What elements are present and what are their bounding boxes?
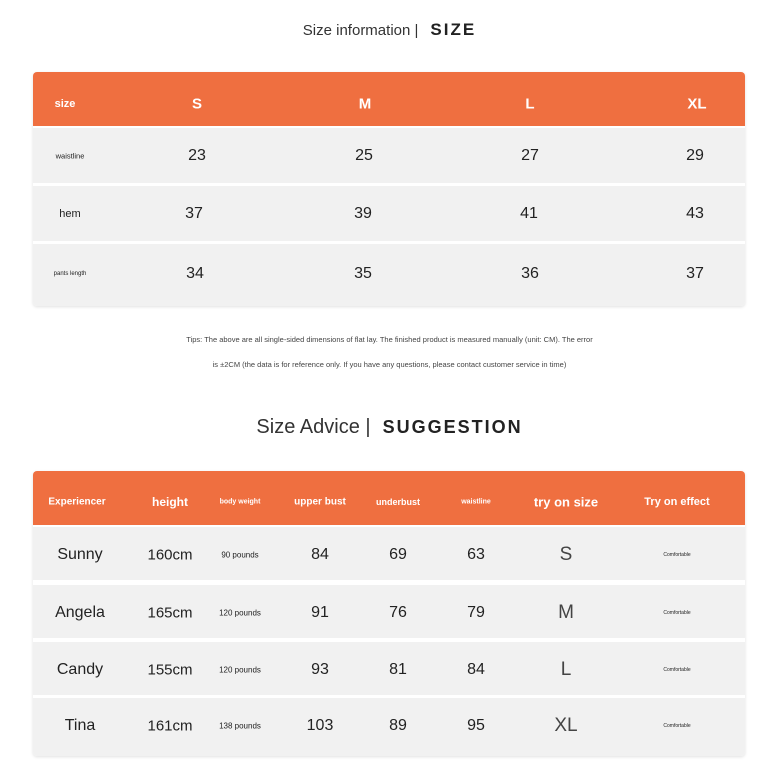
- table-row: Tina 161cm 138 pounds 103 89 95 XL Comfortable: [33, 698, 745, 756]
- cell: M: [558, 602, 574, 623]
- cell: 79: [467, 604, 485, 621]
- cell: L: [560, 659, 572, 680]
- header-xl: XL: [687, 95, 707, 113]
- row-label: waistline: [55, 151, 85, 161]
- header-s: S: [191, 95, 203, 113]
- cell: 34: [186, 265, 204, 282]
- cell: Tina: [64, 717, 96, 734]
- cell: Comfortable: [663, 552, 691, 558]
- header-l: L: [525, 95, 535, 113]
- size-info-title-text: Size information |: [302, 22, 419, 39]
- cell: 84: [467, 661, 485, 678]
- cell: 41: [520, 205, 538, 222]
- cell: 81: [389, 661, 407, 678]
- cell: 90 pounds: [221, 550, 259, 560]
- cell: 89: [389, 717, 407, 734]
- table-row: Angela 165cm 120 pounds 91 76 79 M Comfortable: [33, 585, 745, 638]
- table-row: waistline 23 25 27 29: [33, 128, 745, 183]
- cell: 29: [686, 147, 704, 164]
- advice-table-header: Experiencer height body weight upper bust un…: [33, 471, 745, 525]
- header-waistline: waistline: [461, 498, 491, 506]
- cell: 120 pounds: [219, 608, 261, 618]
- size-info-title-en: SIZE: [430, 20, 477, 39]
- cell: 76: [389, 604, 407, 621]
- cell: Comfortable: [663, 610, 691, 616]
- cell: 37: [185, 205, 203, 222]
- row-label: hem: [59, 208, 81, 220]
- cell: 160cm: [147, 546, 193, 564]
- header-m: M: [358, 95, 372, 113]
- cell: Angela: [55, 604, 105, 621]
- cell: 35: [354, 265, 372, 282]
- cell: 43: [686, 205, 704, 222]
- cell: XL: [554, 715, 578, 736]
- table-row: Candy 155cm 120 pounds 93 81 84 L Comfortable: [33, 642, 745, 695]
- advice-table: Experiencer height body weight upper bust un…: [33, 471, 745, 756]
- header-body-weight: body weight: [219, 498, 261, 506]
- cell: Candy: [56, 661, 104, 678]
- cell: 165cm: [147, 604, 193, 622]
- cell: 161cm: [147, 717, 193, 735]
- cell: S: [559, 544, 573, 565]
- cell: 27: [521, 147, 539, 164]
- cell: Sunny: [57, 546, 103, 563]
- cell: Comfortable: [663, 667, 691, 673]
- cell: 155cm: [147, 661, 193, 679]
- tips-line-1: Tips: The above are all single-sided dim…: [186, 335, 593, 344]
- size-advice-title-text: Size Advice |: [256, 416, 371, 438]
- header-try-on-size: try on size: [533, 494, 599, 510]
- cell: 84: [311, 546, 329, 563]
- size-info-title: Size information | SIZE: [0, 20, 779, 40]
- cell: 23: [188, 147, 206, 164]
- cell: 37: [686, 265, 704, 282]
- size-advice-title: Size Advice | SUGGESTION: [0, 416, 779, 439]
- cell: 36: [521, 265, 539, 282]
- cell: 93: [311, 661, 329, 678]
- header-try-on-effect: Try on effect: [644, 496, 710, 508]
- header-experiencer: Experiencer: [48, 496, 106, 508]
- header-height: height: [152, 495, 188, 509]
- cell: 39: [354, 205, 372, 222]
- table-row: pants length 34 35 36 37: [33, 244, 745, 306]
- header-underbust: underbust: [376, 497, 420, 507]
- size-advice-title-en: SUGGESTION: [382, 417, 523, 437]
- cell: 95: [467, 717, 485, 734]
- table-row: hem 37 39 41 43: [33, 186, 745, 241]
- cell: 120 pounds: [219, 665, 261, 675]
- size-table: size S M L XL waistline 23 25 27 29 hem …: [33, 72, 745, 306]
- row-label: pants length: [53, 271, 87, 277]
- header-size: size: [54, 98, 76, 110]
- cell: 25: [355, 147, 373, 164]
- cell: Comfortable: [663, 723, 691, 729]
- cell: 103: [306, 717, 334, 734]
- size-table-header: size S M L XL: [33, 72, 745, 126]
- cell: 69: [389, 546, 407, 563]
- table-row: Sunny 160cm 90 pounds 84 69 63 S Comfortable: [33, 527, 745, 580]
- cell: 91: [311, 604, 329, 621]
- cell: 138 pounds: [219, 721, 261, 731]
- cell: 63: [467, 546, 485, 563]
- header-upper-bust: upper bust: [294, 496, 346, 508]
- tips-line-2: is ±2CM (the data is for reference only.…: [212, 360, 567, 369]
